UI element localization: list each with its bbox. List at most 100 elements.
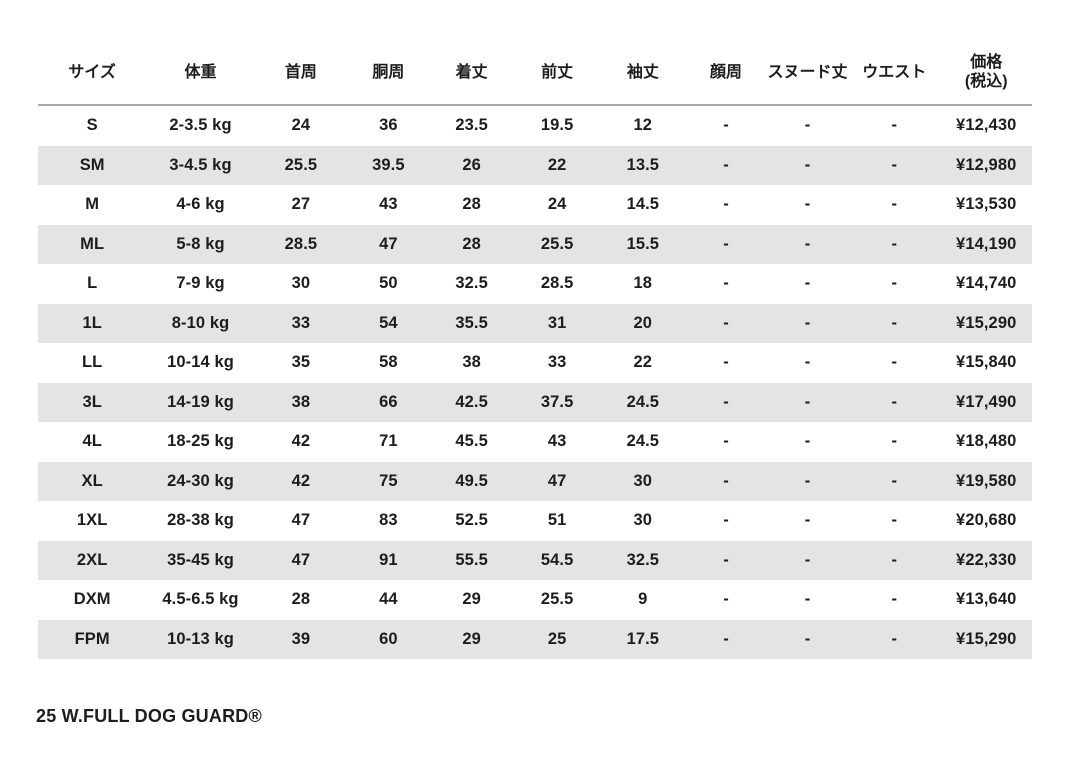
value-cell: - — [723, 590, 729, 609]
value-cell: ¥15,290 — [956, 629, 1017, 648]
value-cell: 3-4.5 kg — [169, 155, 232, 174]
table-row: 4L 18-25 kg 42 71 45.5 43 24.5 - - - ¥18,480 — [38, 422, 1032, 462]
value-cell: - — [723, 471, 729, 490]
table-row: XL 24-30 kg 42 75 49.5 47 30 - - - ¥19,580 — [38, 461, 1032, 501]
value-cell: ¥17,490 — [956, 392, 1017, 411]
size-cell: M — [85, 195, 100, 214]
value-cell: - — [891, 392, 898, 411]
value-cell: - — [891, 313, 898, 332]
value-cell: 10-13 kg — [167, 629, 234, 648]
value-cell: ¥19,580 — [956, 471, 1017, 490]
value-cell: - — [891, 432, 898, 451]
size-cell: 4L — [82, 432, 102, 451]
value-cell: 35-45 kg — [167, 550, 234, 569]
table-row: M 4-6 kg 27 43 28 24 14.5 - - - ¥13,530 — [38, 185, 1032, 225]
value-cell: 32.5 — [626, 550, 660, 569]
value-cell: 44 — [379, 590, 398, 609]
value-cell: 29 — [462, 629, 481, 648]
value-cell: 75 — [379, 471, 398, 490]
value-cell: - — [891, 234, 898, 253]
value-cell: 54 — [379, 313, 398, 332]
size-cell: XL — [81, 471, 103, 490]
value-cell: 35 — [291, 353, 311, 372]
value-cell: 47 — [379, 234, 398, 253]
value-cell: 47 — [291, 511, 311, 530]
value-cell: 33 — [291, 313, 311, 332]
value-cell: ¥22,330 — [956, 550, 1017, 569]
value-cell: 24.5 — [626, 392, 660, 411]
value-cell: - — [891, 155, 898, 174]
value-cell: 47 — [291, 550, 311, 569]
table-row: 1XL 28-38 kg 47 83 52.5 51 30 - - - ¥20,680 — [38, 501, 1032, 541]
value-cell: 71 — [379, 432, 398, 451]
value-cell: ¥14,740 — [956, 274, 1017, 293]
value-cell: 17.5 — [626, 629, 660, 648]
value-cell: 24 — [547, 195, 567, 214]
value-cell: - — [804, 195, 811, 214]
table-row: ML 5-8 kg 28.5 47 28 25.5 15.5 - - - ¥14,190 — [38, 224, 1032, 264]
value-cell: 8-10 kg — [171, 313, 230, 332]
column-header-7: 顔周 — [710, 63, 743, 81]
column-header-5: 前丈 — [541, 63, 574, 81]
value-cell: 43 — [547, 432, 567, 451]
value-cell: - — [891, 511, 898, 530]
value-cell: 10-14 kg — [167, 353, 234, 372]
value-cell: - — [804, 432, 811, 451]
column-header-2: 首周 — [284, 63, 317, 81]
value-cell: 27 — [291, 195, 311, 214]
size-cell: SM — [79, 155, 105, 174]
value-cell: 28-38 kg — [167, 511, 234, 530]
value-cell: 50 — [379, 274, 398, 293]
size-cell: FPM — [74, 629, 110, 648]
size-cell: S — [86, 116, 98, 135]
value-cell: 4-6 kg — [176, 195, 225, 214]
value-cell: 28.5 — [540, 274, 574, 293]
value-cell: - — [804, 550, 811, 569]
value-cell: - — [723, 392, 729, 411]
value-cell: - — [723, 155, 729, 174]
value-cell: 58 — [379, 353, 398, 372]
value-cell: 18 — [633, 274, 653, 293]
size-cell: 1L — [82, 313, 102, 332]
value-cell: 24 — [291, 116, 311, 135]
column-header-1: 体重 — [184, 63, 217, 81]
value-cell: 33 — [547, 353, 567, 372]
value-cell: - — [723, 629, 729, 648]
value-cell: 32.5 — [455, 274, 488, 293]
column-header-0: サイズ — [68, 63, 116, 81]
value-cell: ¥15,290 — [956, 313, 1017, 332]
value-cell: - — [723, 195, 729, 214]
value-cell: - — [723, 511, 729, 530]
value-cell: 4.5-6.5 kg — [162, 590, 239, 609]
value-cell: ¥20,680 — [956, 511, 1017, 530]
table-header-row: サイズ 体重 首周 胴周 着丈 前丈 袖丈 顔周 スヌード丈 ウエスト 価格 (税込) — [38, 40, 1032, 104]
value-cell: 49.5 — [455, 471, 488, 490]
value-cell: - — [723, 353, 729, 372]
value-cell: 23.5 — [455, 116, 488, 135]
value-cell: - — [804, 274, 811, 293]
value-cell: 19.5 — [540, 116, 574, 135]
value-cell: 45.5 — [455, 432, 488, 451]
column-header-6: 袖丈 — [626, 63, 659, 81]
value-cell: 5-8 kg — [176, 234, 225, 253]
size-cell: 3L — [82, 392, 102, 411]
value-cell: 7-9 kg — [176, 274, 225, 293]
size-cell: DXM — [73, 590, 111, 609]
value-cell: 42.5 — [455, 392, 488, 411]
value-cell: - — [804, 234, 811, 253]
value-cell: 20 — [633, 313, 653, 332]
value-cell: 30 — [633, 471, 653, 490]
value-cell: - — [891, 629, 898, 648]
value-cell: 38 — [462, 353, 481, 372]
value-cell: 22 — [547, 155, 567, 174]
value-cell: ¥15,840 — [956, 353, 1017, 372]
value-cell: ¥12,430 — [956, 116, 1017, 135]
size-cell: 1XL — [76, 511, 108, 530]
value-cell: 36 — [379, 116, 398, 135]
value-cell: 30 — [291, 274, 311, 293]
value-cell: 52.5 — [455, 511, 488, 530]
value-cell: 54.5 — [540, 550, 574, 569]
table-row: DXM 4.5-6.5 kg 28 44 29 25.5 9 - - - ¥13,640 — [38, 580, 1032, 620]
value-cell: 55.5 — [455, 550, 488, 569]
